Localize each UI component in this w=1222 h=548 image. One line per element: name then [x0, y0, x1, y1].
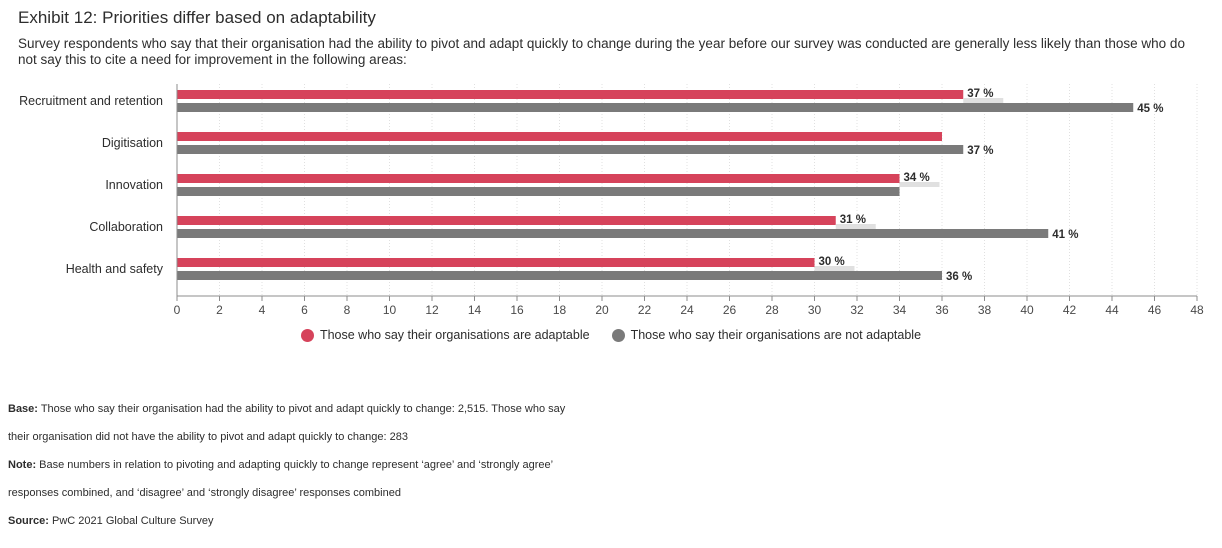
data-label: 31 %	[840, 214, 866, 226]
data-label: 41 %	[1052, 229, 1078, 241]
x-tick-label: 10	[383, 303, 397, 317]
bar-adaptable	[177, 258, 815, 267]
data-label-backdrop	[814, 266, 855, 271]
note-line1: Note: Base numbers in relation to pivoti…	[8, 458, 908, 472]
legend-dot-not-adaptable	[611, 328, 625, 342]
data-label: 30 %	[819, 256, 845, 268]
x-tick-label: 24	[680, 303, 694, 317]
x-tick-label: 34	[893, 303, 907, 317]
base-text-2: their organisation did not have the abil…	[8, 431, 408, 443]
x-tick-label: 0	[174, 303, 181, 317]
x-tick-label: 14	[468, 303, 482, 317]
base-note-line2: their organisation did not have the abil…	[8, 430, 908, 444]
x-tick-label: 18	[553, 303, 567, 317]
x-tick-label: 32	[850, 303, 864, 317]
x-tick-label: 30	[808, 303, 822, 317]
x-tick-label: 38	[978, 303, 992, 317]
data-label: 34 %	[904, 172, 930, 184]
x-tick-label: 46	[1148, 303, 1162, 317]
bar-not-adaptable	[177, 271, 942, 280]
x-tick-label: 26	[723, 303, 737, 317]
legend-dot-adaptable	[300, 328, 314, 342]
category-label: Collaboration	[89, 220, 163, 234]
chart-subtitle: Survey respondents who say that their or…	[18, 36, 1185, 67]
bar-not-adaptable	[177, 229, 1049, 238]
note-text-1: Base numbers in relation to pivoting and…	[39, 459, 554, 471]
legend: Those who say their organisations are ad…	[0, 328, 1222, 342]
bar-adaptable	[177, 216, 836, 225]
base-note-line1: Base: Those who say their organisation h…	[8, 402, 908, 416]
footnotes: Base: Those who say their organisation h…	[8, 402, 908, 542]
legend-label-adaptable: Those who say their organisations are ad…	[319, 328, 590, 342]
x-tick-label: 12	[425, 303, 439, 317]
x-tick-label: 6	[301, 303, 308, 317]
category-label: Digitisation	[102, 136, 163, 150]
x-tick-label: 40	[1020, 303, 1034, 317]
note-text-2: responses combined, and ‘disagree’ and ‘…	[8, 487, 401, 499]
x-tick-label: 2	[216, 303, 223, 317]
chart-title: Exhibit 12: Priorities differ based on a…	[18, 8, 376, 27]
data-label: 45 %	[1137, 103, 1163, 115]
bar-not-adaptable	[177, 187, 900, 196]
data-label-backdrop	[899, 182, 940, 187]
category-label: Recruitment and retention	[19, 94, 163, 108]
x-tick-label: 42	[1063, 303, 1077, 317]
data-label: 37 %	[967, 145, 993, 157]
source-text: PwC 2021 Global Culture Survey	[52, 515, 214, 527]
bar-chart: Recruitment and retention 37 % 45 % Digitis…	[19, 84, 1204, 317]
x-tick-label: 48	[1190, 303, 1204, 317]
bar-adaptable	[177, 90, 964, 99]
data-label-backdrop	[963, 98, 1004, 103]
data-label: 36 %	[946, 271, 972, 283]
x-tick-label: 36	[935, 303, 949, 317]
x-tick-label: 20	[595, 303, 609, 317]
x-tick-label: 28	[765, 303, 779, 317]
bar-not-adaptable	[177, 145, 964, 154]
source-label: Source:	[8, 515, 49, 527]
legend-item-not-adaptable: Those who say their organisations are no…	[611, 328, 922, 342]
category-label: Innovation	[105, 178, 163, 192]
x-tick-label: 22	[638, 303, 652, 317]
source-line: Source: PwC 2021 Global Culture Survey	[8, 514, 908, 528]
base-text-1: Those who say their organisation had the…	[40, 403, 566, 415]
x-tick-label: 44	[1105, 303, 1119, 317]
category-label: Health and safety	[66, 262, 164, 276]
note-label: Note:	[8, 459, 37, 471]
note-line2: responses combined, and ‘disagree’ and ‘…	[8, 486, 908, 500]
x-tick-label: 8	[344, 303, 351, 317]
bar-adaptable	[177, 174, 900, 183]
bar-adaptable	[177, 132, 942, 141]
legend-label-not-adaptable: Those who say their organisations are no…	[630, 328, 922, 342]
legend-item-adaptable: Those who say their organisations are ad…	[300, 328, 590, 342]
bar-not-adaptable	[177, 103, 1134, 112]
data-label: 37 %	[967, 88, 993, 100]
base-label: Base:	[8, 403, 38, 415]
data-label-backdrop	[835, 224, 876, 229]
x-tick-label: 16	[510, 303, 524, 317]
x-tick-label: 4	[259, 303, 266, 317]
